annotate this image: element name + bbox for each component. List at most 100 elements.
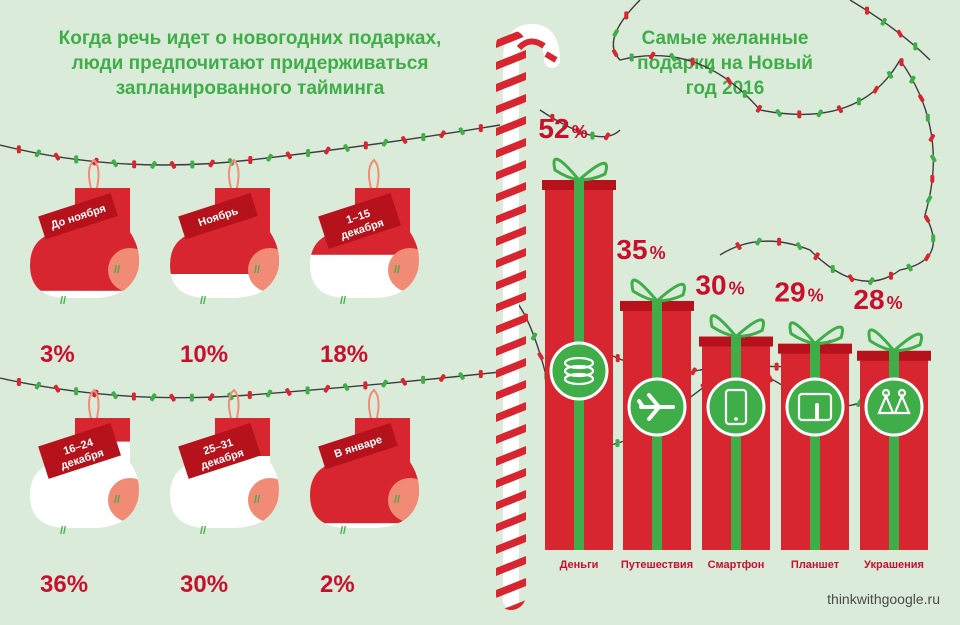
sock-value-label: 18%: [320, 341, 368, 368]
garland-bulb: [755, 104, 763, 113]
garland-bulb: [611, 49, 619, 57]
sock-heel-patch: [388, 248, 419, 292]
garland-bulb: [458, 127, 465, 136]
plane: [637, 393, 675, 421]
garland-bulb: [742, 89, 747, 98]
garland-bulb: [708, 65, 715, 74]
garland-bulb: [930, 154, 937, 163]
garland-bulb: [865, 6, 870, 15]
garland-bulb: [34, 149, 42, 158]
garland-bulb: [132, 160, 137, 169]
cane-stripe: [496, 380, 526, 400]
cane-stripe: [496, 490, 526, 510]
sock-stitch: //: [200, 525, 206, 537]
garland-bulb: [925, 195, 933, 204]
cane-stripe: [496, 226, 526, 246]
sock-tag: Ноябрь: [178, 193, 258, 240]
garland-bulb: [458, 372, 465, 380]
gift-ribbon: [889, 350, 899, 550]
garland-bulb: [690, 57, 695, 66]
garland-bulb: [381, 138, 389, 147]
sock-heel-patch: [108, 248, 139, 292]
bar-value-percent: %: [808, 286, 824, 306]
garland-bulb: [690, 367, 697, 376]
garland-bulb: [590, 131, 595, 140]
gift-bar: [699, 314, 773, 550]
sock-heel-patch: [108, 478, 139, 522]
cane-stripe: [496, 160, 526, 180]
garland-bulb: [856, 97, 861, 106]
cane-stripe: [496, 424, 526, 444]
cane-stripe: [496, 402, 526, 422]
garland-bulb: [931, 234, 936, 243]
phone-button: [734, 417, 738, 421]
bar-value-label: 28%: [853, 284, 902, 315]
garland-bulb: [285, 151, 293, 160]
cane-stripe: [496, 556, 526, 576]
sock-stitch: //: [114, 264, 120, 276]
bar-value-label: 52%: [538, 113, 587, 144]
sock-loop: [228, 388, 240, 423]
sock-chart: ////До ноября3%////Ноябрь10%////1–15дека…: [30, 158, 419, 598]
garland-bulb: [323, 384, 331, 393]
sock-heel-patch: [388, 478, 419, 522]
bar-category-label: Украшения: [864, 559, 924, 571]
garland-bulb: [324, 146, 331, 155]
left-title-line: люди предпочитают придерживаться: [71, 53, 429, 74]
cane-stripe: [496, 94, 526, 114]
garland-bulb: [624, 11, 629, 20]
garland-bulb: [342, 383, 350, 391]
cane-stripe: [496, 292, 526, 312]
gift-bow: [630, 278, 659, 303]
sock-value-label: 30%: [180, 571, 228, 598]
earrings-icon: [877, 388, 911, 415]
sock-tag-bg: [38, 423, 121, 479]
tablet: [797, 392, 833, 422]
gift-ribbon: [731, 336, 741, 550]
sock-stitch: //: [60, 525, 66, 537]
garland-bulb: [918, 94, 925, 103]
smartphone-icon: [724, 388, 748, 426]
garland-bulb: [74, 387, 79, 396]
cane-hook-stripe: [516, 38, 546, 51]
sock-loop: [88, 388, 100, 423]
cane-stripe: [496, 358, 526, 378]
garland-bulb: [612, 29, 619, 37]
bar-category-label: Путешествия: [621, 559, 693, 571]
garland-bulb: [629, 53, 634, 62]
sock-value-label: 36%: [40, 571, 88, 598]
cane-stripe: [496, 116, 526, 136]
sock-stitch: //: [254, 264, 260, 276]
garland-bulb: [208, 159, 215, 168]
garland-bulb: [735, 242, 742, 250]
garland-bulb: [169, 161, 177, 169]
garland-bulb: [923, 214, 931, 223]
right-title-line: Самые желанные: [641, 28, 809, 49]
sock-tag-bg: [38, 193, 118, 240]
garland-wire: [612, 0, 934, 282]
gift-bow: [814, 325, 844, 346]
garland-bulb: [886, 70, 894, 79]
earring: [877, 393, 895, 415]
sock-value-label: 10%: [180, 341, 228, 368]
cane-stripe: [496, 50, 526, 70]
gift-bar: [542, 157, 616, 550]
garland-bulb: [925, 113, 930, 122]
garland-bulb: [909, 75, 916, 84]
garland-bulb: [439, 374, 446, 382]
bar-value-label: 35%: [616, 234, 665, 265]
sock-loop: [228, 158, 240, 193]
left-title-line: запланированного тайминга: [115, 78, 385, 99]
sock: // // В январе: [310, 388, 419, 537]
sock-tag-bg: [318, 423, 398, 470]
garland-wire: [849, 0, 931, 61]
left-title-line: Когда речь идет о новогодних подарках,: [58, 28, 442, 49]
bar-value-label: 29%: [774, 277, 823, 308]
garland-bulb: [777, 237, 782, 246]
cane-stripe: [496, 30, 526, 48]
garland-bulb: [439, 130, 446, 139]
garland-bulb: [648, 51, 656, 60]
cane-stripe: [496, 512, 526, 532]
